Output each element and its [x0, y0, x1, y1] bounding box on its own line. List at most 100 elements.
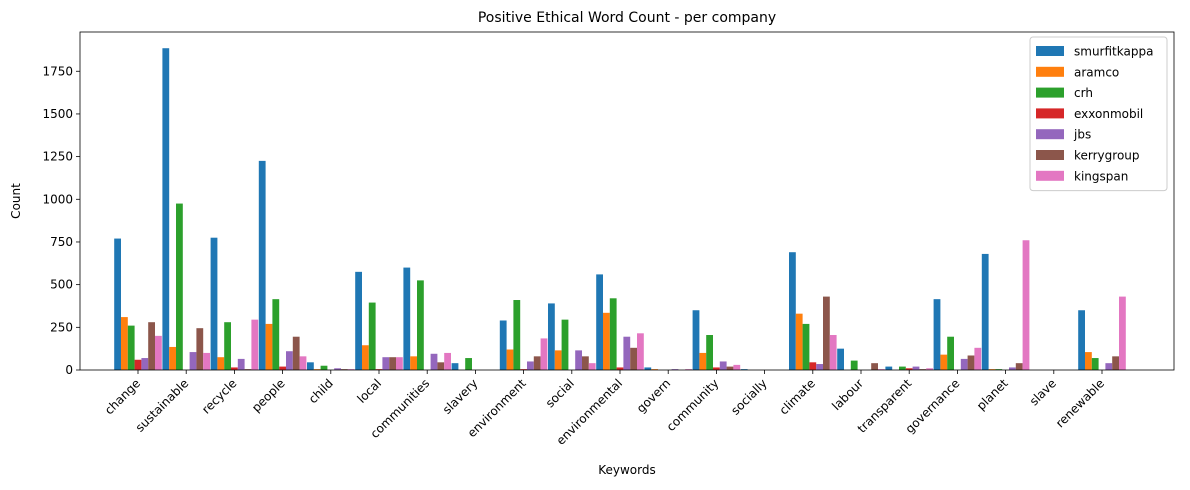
bar-exxonmobil-recycle: [231, 367, 238, 370]
bar-kingspan-change: [155, 335, 162, 370]
bar-kingspan-environmental: [637, 333, 644, 370]
bar-jbs-environmental: [623, 336, 631, 370]
bar-smurfitkappa-people: [258, 160, 266, 370]
bar-smurfitkappa-recycle: [210, 237, 218, 370]
x-tick-label-people: people: [249, 376, 288, 415]
bar-kingspan-child: [347, 369, 355, 370]
x-tick-label-local: local: [354, 376, 384, 406]
y-tick-label: 1500: [42, 107, 73, 121]
legend-swatch-crh: [1036, 87, 1064, 98]
bar-exxonmobil-change: [134, 359, 142, 370]
bar-crh-environmental: [609, 298, 617, 370]
bar-smurfitkappa-govern: [644, 367, 652, 370]
bar-kingspan-sustainable: [203, 352, 210, 370]
bar-smurfitkappa-communities: [403, 267, 411, 370]
bar-jbs-sustainable: [189, 352, 197, 370]
bar-exxonmobil-environment: [520, 369, 527, 370]
bar-crh-planet: [995, 369, 1003, 370]
legend-label-jbs: jbs: [1073, 128, 1091, 142]
x-tick-label-social: social: [543, 376, 577, 410]
bar-crh-change: [127, 325, 135, 370]
bar-smurfitkappa-environment: [499, 320, 507, 370]
bar-crh-communities: [417, 280, 424, 370]
bar-aramco-governance: [940, 354, 948, 370]
bar-jbs-climate: [816, 364, 823, 370]
bar-aramco-change: [121, 317, 128, 370]
bar-smurfitkappa-renewable: [1078, 310, 1085, 370]
bar-kingspan-labour: [878, 369, 885, 370]
x-tick-label-child: child: [306, 376, 336, 406]
bar-crh-recycle: [224, 322, 231, 370]
y-axis-label: Count: [9, 183, 23, 219]
x-tick-label-slavery: slavery: [440, 376, 481, 417]
bar-kerrygroup-transparent: [919, 369, 927, 370]
bar-jbs-communities: [430, 353, 438, 370]
bar-kerrygroup-community: [726, 366, 734, 370]
bar-kerrygroup-labour: [871, 363, 878, 370]
bar-kerrygroup-planet: [1015, 363, 1023, 370]
x-tick-label-slave: slave: [1027, 376, 1059, 408]
bar-smurfitkappa-environmental: [596, 274, 603, 370]
bar-jbs-community: [719, 361, 727, 370]
bar-exxonmobil-people: [279, 366, 286, 370]
bar-kingspan-govern: [685, 369, 692, 370]
bar-crh-people: [272, 299, 280, 370]
x-tick-label-planet: planet: [974, 376, 1011, 413]
bar-jbs-govern: [671, 369, 679, 370]
bar-kingspan-renewable: [1119, 296, 1126, 370]
bar-aramco-environment: [506, 349, 514, 370]
bar-smurfitkappa-socially: [740, 369, 748, 370]
bar-kerrygroup-communities: [437, 362, 445, 370]
bar-kerrygroup-climate: [823, 296, 830, 370]
bar-crh-community: [706, 335, 713, 370]
bar-crh-transparent: [899, 366, 906, 370]
legend-swatch-aramco: [1036, 66, 1064, 77]
bar-smurfitkappa-slavery: [451, 363, 459, 370]
bar-kerrygroup-change: [148, 322, 155, 370]
legend-label-kingspan: kingspan: [1074, 169, 1128, 183]
bar-jbs-change: [141, 358, 149, 370]
bar-kerrygroup-recycle: [244, 369, 252, 370]
bar-kingspan-social: [588, 363, 596, 370]
bar-kerrygroup-sustainable: [196, 328, 204, 370]
bar-smurfitkappa-change: [114, 238, 121, 370]
bar-aramco-renewable: [1085, 352, 1092, 370]
bar-jbs-social: [575, 350, 582, 370]
bar-aramco-people: [265, 323, 273, 370]
bar-aramco-local: [362, 345, 369, 370]
bar-kingspan-climate: [829, 335, 837, 370]
bar-smurfitkappa-child: [307, 362, 314, 370]
bar-crh-sustainable: [176, 203, 183, 370]
bar-kingspan-governance: [974, 347, 982, 370]
bar-kerrygroup-governance: [967, 355, 975, 370]
bar-exxonmobil-community: [713, 367, 720, 370]
legend-label-crh: crh: [1074, 86, 1093, 100]
bar-kerrygroup-environment: [533, 356, 541, 370]
legend-swatch-smurfitkappa: [1036, 46, 1064, 56]
bar-jbs-child: [334, 368, 341, 370]
legend-swatch-kerrygroup: [1036, 150, 1064, 160]
bar-aramco-recycle: [217, 357, 225, 370]
bar-kerrygroup-people: [292, 336, 300, 370]
bar-aramco-climate: [795, 313, 803, 370]
bar-aramco-social: [554, 350, 562, 370]
bar-crh-climate: [802, 323, 810, 370]
legend-label-exxonmobil: exxonmobil: [1074, 107, 1143, 121]
legend-box: [1029, 36, 1168, 192]
legend: smurfitkappa aramco crh exxonmobil jbs kerryg…: [1029, 36, 1168, 192]
bar-smurfitkappa-governance: [933, 299, 941, 370]
plot-frame: [79, 31, 1175, 371]
bar-kingspan-recycle: [251, 319, 259, 370]
bar-kerrygroup-environmental: [630, 347, 637, 370]
bar-exxonmobil-local: [375, 369, 383, 370]
bar-jbs-governance: [960, 358, 968, 370]
x-tick-label-govern: govern: [634, 376, 673, 415]
bar-aramco-sustainable: [169, 346, 176, 370]
bar-crh-renewable: [1091, 358, 1099, 370]
bar-kingspan-local: [396, 357, 403, 370]
x-tick-label-climate: climate: [777, 376, 818, 417]
bar-jbs-transparent: [912, 366, 920, 370]
x-tick-label-recycle: recycle: [199, 376, 239, 416]
x-axis-label: Keywords: [598, 463, 656, 477]
